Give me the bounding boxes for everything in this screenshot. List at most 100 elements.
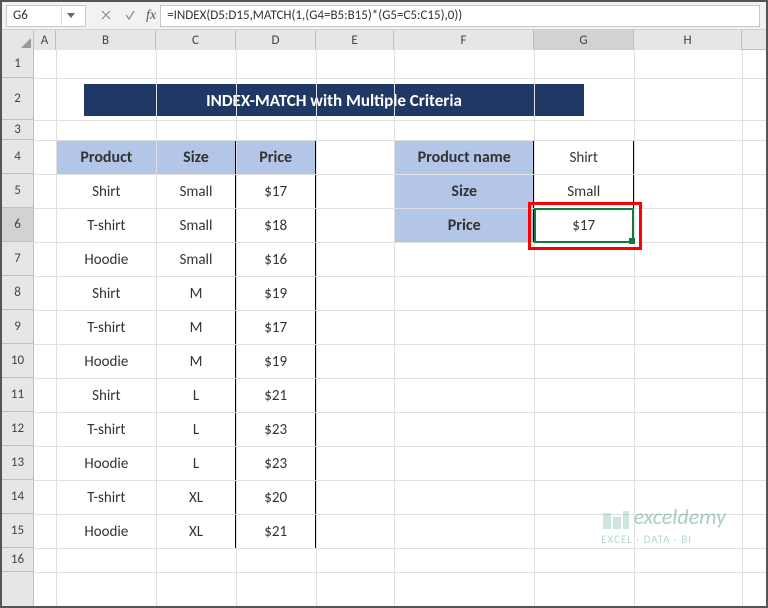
row-header-1[interactable]: 1: [2, 50, 33, 78]
formula-bar: G6 fx =INDEX(D5:D15,MATCH(1,(G4=B5:B15)*…: [2, 2, 766, 30]
table-row: Product nameShirt: [395, 141, 634, 175]
row-header-9[interactable]: 9: [2, 310, 33, 344]
column-header-G[interactable]: G: [534, 30, 634, 50]
table-cell[interactable]: L: [156, 413, 236, 447]
table-row: SizeSmall: [395, 175, 634, 209]
row-header-7[interactable]: 7: [2, 242, 33, 276]
name-box-value: G6: [13, 8, 28, 23]
table-cell[interactable]: Shirt: [57, 277, 157, 311]
table-cell[interactable]: L: [156, 447, 236, 481]
lookup-value[interactable]: Shirt: [534, 141, 634, 175]
table-header: Product: [57, 141, 157, 175]
lookup-label: Price: [395, 209, 534, 243]
table-row: T-shirtM$17: [57, 311, 316, 345]
table-cell[interactable]: T-shirt: [57, 481, 157, 515]
table-cell[interactable]: T-shirt: [57, 413, 157, 447]
table-cell[interactable]: L: [156, 379, 236, 413]
table-cell[interactable]: M: [156, 345, 236, 379]
column-header-D[interactable]: D: [236, 30, 316, 50]
table-row: HoodieL$23: [57, 447, 316, 481]
table-row: HoodieSmall$16: [57, 243, 316, 277]
table-cell[interactable]: XL: [156, 515, 236, 549]
table-cell[interactable]: $17: [236, 311, 316, 345]
cells-layer[interactable]: INDEX-MATCH with Multiple Criteria Produ…: [34, 50, 766, 606]
column-header-F[interactable]: F: [394, 30, 534, 50]
table-row: ShirtL$21: [57, 379, 316, 413]
lookup-value[interactable]: $17: [534, 209, 634, 243]
row-header-11[interactable]: 11: [2, 378, 33, 412]
row-header-2[interactable]: 2: [2, 78, 33, 120]
table-cell[interactable]: $18: [236, 209, 316, 243]
cancel-icon[interactable]: [94, 7, 118, 24]
row-headers: 12345678910111213141516: [2, 50, 34, 606]
table-row: T-shirtL$23: [57, 413, 316, 447]
table-cell[interactable]: Hoodie: [57, 515, 157, 549]
table-row: HoodieM$19: [57, 345, 316, 379]
column-header-E[interactable]: E: [316, 30, 394, 50]
row-header-4[interactable]: 4: [2, 140, 33, 174]
table-row: Price$17: [395, 209, 634, 243]
table-cell[interactable]: $23: [236, 413, 316, 447]
table-cell[interactable]: Small: [156, 209, 236, 243]
table-cell[interactable]: Shirt: [57, 379, 157, 413]
column-header-A[interactable]: A: [34, 30, 56, 50]
formula-text: =INDEX(D5:D15,MATCH(1,(G4=B5:B15)*(G5=C5…: [167, 8, 462, 23]
table-cell[interactable]: Small: [156, 243, 236, 277]
name-box-dropdown-icon[interactable]: [61, 5, 79, 27]
title-text: INDEX-MATCH with Multiple Criteria: [206, 90, 462, 111]
fx-icon[interactable]: fx: [146, 8, 156, 24]
lookup-value[interactable]: Small: [534, 175, 634, 209]
column-header-C[interactable]: C: [156, 30, 236, 50]
table-row: T-shirtXL$20: [57, 481, 316, 515]
row-header-13[interactable]: 13: [2, 446, 33, 480]
table-cell[interactable]: $16: [236, 243, 316, 277]
title-banner: INDEX-MATCH with Multiple Criteria: [84, 84, 584, 116]
column-header-B[interactable]: B: [56, 30, 156, 50]
table-cell[interactable]: $19: [236, 345, 316, 379]
row-header-10[interactable]: 10: [2, 344, 33, 378]
table-cell[interactable]: $21: [236, 515, 316, 549]
table-cell[interactable]: $17: [236, 175, 316, 209]
table-cell[interactable]: Small: [156, 175, 236, 209]
table-cell[interactable]: M: [156, 277, 236, 311]
table-cell[interactable]: T-shirt: [57, 209, 157, 243]
column-header-H[interactable]: H: [634, 30, 742, 50]
select-all-corner[interactable]: [2, 30, 34, 50]
row-header-3[interactable]: 3: [2, 120, 33, 140]
table-cell[interactable]: Shirt: [57, 175, 157, 209]
table-cell[interactable]: M: [156, 311, 236, 345]
formula-input[interactable]: =INDEX(D5:D15,MATCH(1,(G4=B5:B15)*(G5=C5…: [160, 5, 760, 27]
table-cell[interactable]: $21: [236, 379, 316, 413]
table-cell[interactable]: $23: [236, 447, 316, 481]
table-cell[interactable]: Hoodie: [57, 447, 157, 481]
row-header-15[interactable]: 15: [2, 514, 33, 548]
watermark: exceldemy EXCEL · DATA · BI: [601, 503, 726, 546]
row-header-5[interactable]: 5: [2, 174, 33, 208]
table-header: Size: [156, 141, 236, 175]
table-cell[interactable]: Hoodie: [57, 345, 157, 379]
lookup-table: Product nameShirtSizeSmallPrice$17: [394, 140, 634, 243]
table-cell[interactable]: Hoodie: [57, 243, 157, 277]
row-header-6[interactable]: 6: [2, 208, 33, 242]
excel-window: G6 fx =INDEX(D5:D15,MATCH(1,(G4=B5:B15)*…: [0, 0, 768, 608]
row-header-12[interactable]: 12: [2, 412, 33, 446]
table-row: T-shirtSmall$18: [57, 209, 316, 243]
name-box[interactable]: G6: [6, 5, 86, 27]
table-row: ShirtM$19: [57, 277, 316, 311]
lookup-label: Product name: [395, 141, 534, 175]
row-header-14[interactable]: 14: [2, 480, 33, 514]
table-cell[interactable]: XL: [156, 481, 236, 515]
table-cell[interactable]: $19: [236, 277, 316, 311]
table-cell[interactable]: T-shirt: [57, 311, 157, 345]
column-headers: ABCDEFGH: [2, 30, 766, 50]
table-cell[interactable]: $20: [236, 481, 316, 515]
row-header-16[interactable]: 16: [2, 548, 33, 572]
watermark-line2: EXCEL · DATA · BI: [601, 533, 726, 546]
table-row: HoodieXL$21: [57, 515, 316, 549]
lookup-label: Size: [395, 175, 534, 209]
grid-area: ABCDEFGH 12345678910111213141516 INDEX-M…: [2, 30, 766, 606]
row-header-8[interactable]: 8: [2, 276, 33, 310]
table-header: Price: [236, 141, 316, 175]
enter-icon[interactable]: [118, 7, 142, 24]
watermark-line1: exceldemy: [634, 503, 726, 530]
